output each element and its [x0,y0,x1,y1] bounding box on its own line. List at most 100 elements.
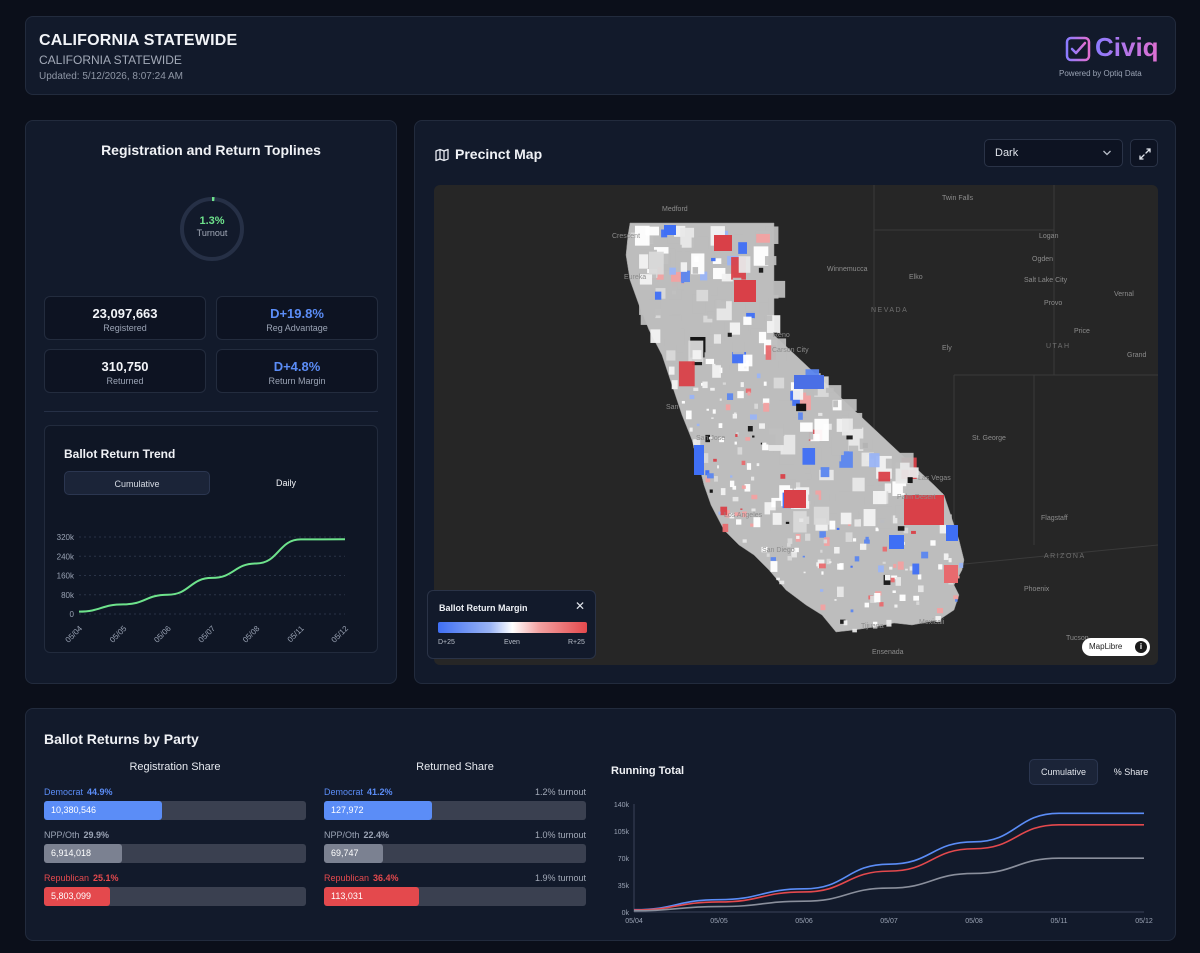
x-tick-label: 05/11 [1051,918,1068,925]
legend-title: Ballot Return Margin [439,603,528,613]
precinct [753,246,769,266]
precinct [701,453,709,463]
precinct [918,585,924,593]
precinct [948,558,952,563]
precinct [689,394,695,400]
share-bar-fill: 6,914,018 [44,844,123,863]
share-bar-track: 113,031 [324,887,586,906]
precinct [836,587,840,591]
info-icon[interactable]: i [1135,641,1147,653]
precinct [713,458,717,462]
party-label: Republican 36.4% [324,873,399,883]
share-bar-fill: 10,380,546 [44,801,162,820]
precinct [786,543,791,547]
precinct [689,427,693,432]
precinct [742,511,747,518]
precinct [791,551,797,558]
precinct [799,518,804,522]
city-label: Carson City [772,347,809,354]
precinct [718,423,723,429]
precinct [884,483,892,493]
precinct [946,525,958,541]
precinct [820,604,826,611]
y-tick-label: 320k [57,533,75,542]
precinct [953,595,959,600]
city-label: Elko [909,274,923,281]
nppoth-series-line [633,857,1144,912]
precinct [780,434,796,455]
map-style-select[interactable]: Dark [984,139,1123,167]
precinct [743,354,753,367]
tab-percent-share[interactable]: % Share [1113,767,1149,777]
precinct [845,510,859,520]
share-bar-track: 5,803,099 [44,887,306,906]
precinct [686,410,692,420]
precinct [834,599,837,601]
city-label: San [666,404,679,411]
precinct [712,409,716,414]
precinct [718,511,721,515]
tab-cumulative[interactable]: Cumulative [1029,759,1098,785]
precinct [821,571,824,575]
maplibre-attribution[interactable]: MapLibre i [1082,638,1150,656]
precinct [837,563,843,570]
precinct [798,412,803,420]
precinct [680,270,690,284]
x-tick-label: 05/08 [965,918,983,925]
party-returns-panel: Ballot Returns by Party Registration Sha… [25,708,1176,941]
city-label: Twin Falls [942,195,974,202]
precinct [714,299,727,309]
precinct [892,590,896,593]
precinct [702,381,708,389]
precinct [784,490,806,508]
tab-cumulative[interactable]: Cumulative [64,471,210,495]
precinct [634,225,650,246]
party-returns-title: Ballot Returns by Party [44,731,199,747]
precinct [882,546,888,552]
precinct-map-canvas[interactable]: Medford Twin Falls Logan Ogden Winnemucc… [434,185,1158,665]
fullscreen-button[interactable] [1130,139,1158,167]
maplibre-label: MapLibre [1089,642,1123,651]
reg-advantage-label: Reg Advantage [266,323,328,333]
y-tick-label: 70k [618,856,630,863]
precinct [758,267,764,273]
precinct [694,256,699,263]
divider [44,411,378,412]
civiq-logo[interactable]: Civiq Powered by Optiq Data [1057,32,1159,82]
tab-daily[interactable]: Daily [275,478,296,488]
precinct [843,620,848,626]
precinct [700,271,708,281]
precinct [664,225,676,235]
precinct [732,496,739,502]
precinct [694,445,704,475]
city-label: Medford [662,206,688,213]
precinct [936,608,944,614]
precinct [746,274,751,279]
precinct [840,512,852,525]
precinct [850,565,853,568]
precinct [705,434,711,443]
precinct [773,377,785,389]
precinct [713,334,722,344]
precinct [872,490,887,505]
precinct [938,564,943,570]
map-style-value: Dark [995,147,1019,159]
x-tick-label: 05/06 [152,624,173,644]
precinct [838,473,854,492]
precinct [735,434,738,437]
party-percent: 44.9% [87,787,113,797]
precinct [917,574,922,580]
precinct [787,556,792,561]
precinct [666,350,676,361]
precinct [808,500,820,510]
precinct [785,520,790,524]
precinct [649,313,656,318]
precinct [680,227,695,248]
precinct [802,555,805,558]
close-icon[interactable]: ✕ [574,599,585,613]
precinct [639,274,653,285]
precinct [740,382,744,388]
city-label: San Jose [696,435,726,442]
map-icon [435,148,449,162]
precinct [802,516,810,524]
